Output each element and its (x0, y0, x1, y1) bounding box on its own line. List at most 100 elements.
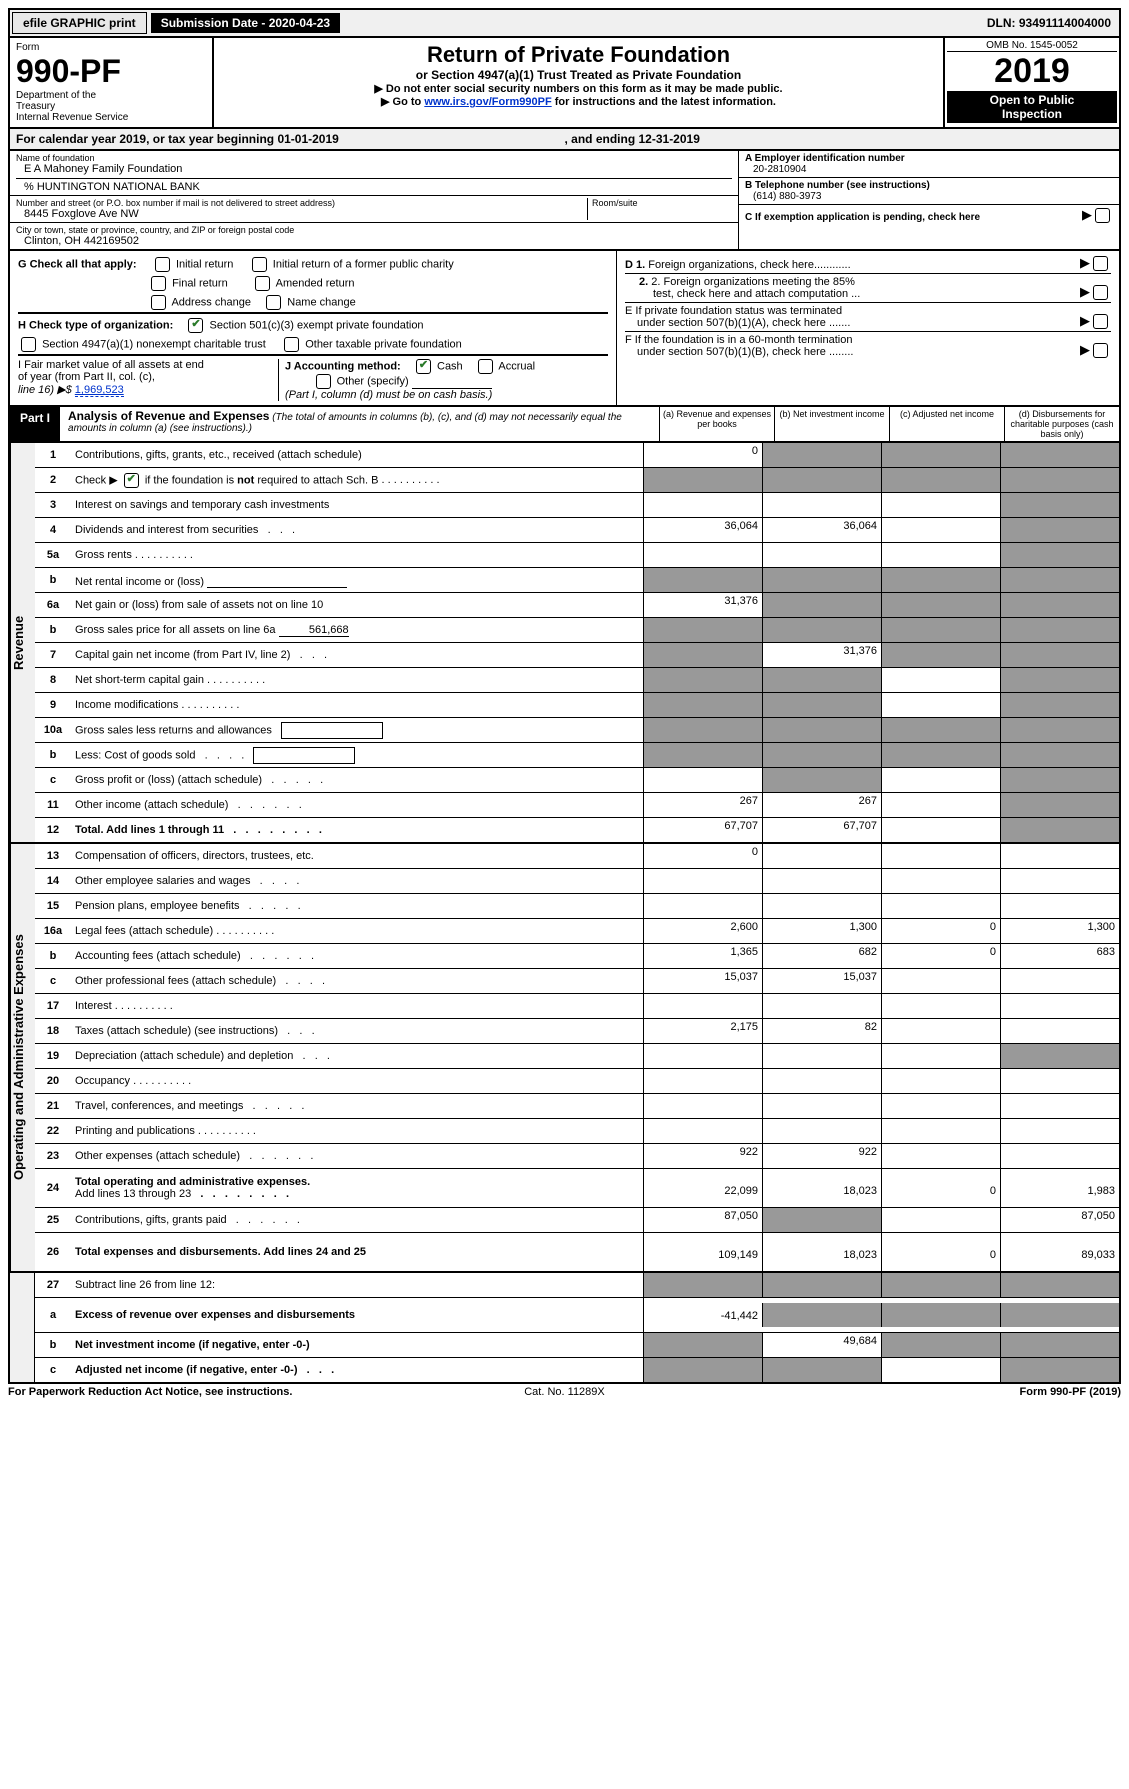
city-label: City or town, state or province, country… (16, 225, 732, 235)
table-row: 6aNet gain or (loss) from sale of assets… (35, 593, 1119, 618)
j-label: J Accounting method: (285, 360, 401, 372)
instr-2b: for instructions and the latest informat… (555, 96, 776, 108)
table-row: bNet rental income or (loss) (35, 568, 1119, 593)
foundation-name: E A Mahoney Family Foundation (16, 163, 732, 175)
table-row: 20Occupancy (35, 1069, 1119, 1094)
gross-sales-input[interactable] (281, 722, 383, 739)
501c3-checkbox[interactable] (188, 318, 203, 333)
entity-block: Name of foundation E A Mahoney Family Fo… (8, 151, 1121, 251)
name-change-label: Name change (287, 296, 356, 308)
table-row: bGross sales price for all assets on lin… (35, 618, 1119, 643)
d2-checkbox[interactable] (1093, 285, 1108, 300)
table-row: 9Income modifications (35, 693, 1119, 718)
name-change-checkbox[interactable] (266, 295, 281, 310)
revenue-side-label: Revenue (10, 443, 35, 842)
i-label-1: I Fair market value of all assets at end (18, 359, 278, 371)
phone-value: (614) 880-3973 (745, 191, 821, 202)
instr-2a: ▶ Go to (381, 96, 424, 108)
other-method-label: Other (specify) (337, 375, 409, 387)
tax-year: 2019 (947, 52, 1117, 91)
table-row: 12Total. Add lines 1 through 11 . . . . … (35, 818, 1119, 842)
initial-return-checkbox[interactable] (155, 257, 170, 272)
table-row: 7Capital gain net income (from Part IV, … (35, 643, 1119, 668)
form-word: Form (16, 42, 206, 53)
final-return-checkbox[interactable] (151, 276, 166, 291)
table-row: bNet investment income (if negative, ent… (35, 1333, 1119, 1358)
accrual-checkbox[interactable] (478, 359, 493, 374)
c-checkbox[interactable] (1095, 208, 1110, 223)
header-left: Form 990-PF Department of the Treasury I… (10, 38, 214, 127)
table-row: 8Net short-term capital gain (35, 668, 1119, 693)
table-row: 10aGross sales less returns and allowanc… (35, 718, 1119, 743)
phone-cell: B Telephone number (see instructions) (6… (739, 178, 1119, 205)
form-title: Return of Private Foundation (220, 42, 937, 68)
arrow-icon: ▶ (1080, 342, 1090, 358)
cash-checkbox[interactable] (416, 359, 431, 374)
ij-row: I Fair market value of all assets at end… (18, 354, 608, 401)
j-row-2: Other (specify) (285, 374, 608, 389)
name-cell: Name of foundation E A Mahoney Family Fo… (10, 151, 738, 196)
footer: For Paperwork Reduction Act Notice, see … (8, 1384, 1121, 1398)
other-specify-input[interactable] (412, 374, 492, 389)
ein-cell: A Employer identification number 20-2810… (739, 151, 1119, 178)
table-row: 24Total operating and administrative exp… (35, 1169, 1119, 1208)
table-row: 26Total expenses and disbursements. Add … (35, 1233, 1119, 1271)
table-row: cAdjusted net income (if negative, enter… (35, 1358, 1119, 1382)
table-row: 11Other income (attach schedule) . . . .… (35, 793, 1119, 818)
amended-return-checkbox[interactable] (255, 276, 270, 291)
efile-print-btn[interactable]: efile GRAPHIC print (12, 12, 147, 34)
col-c-head: (c) Adjusted net income (890, 407, 1005, 441)
revenue-table: Revenue 1Contributions, gifts, grants, e… (8, 443, 1121, 844)
table-row: aExcess of revenue over expenses and dis… (35, 1298, 1119, 1333)
omb-number: OMB No. 1545-0052 (947, 40, 1117, 52)
table-row: 19Depreciation (attach schedule) and dep… (35, 1044, 1119, 1069)
form-number: 990-PF (16, 53, 206, 90)
form-url-link[interactable]: www.irs.gov/Form990PF (424, 96, 551, 108)
other-method-checkbox[interactable] (316, 374, 331, 389)
f-checkbox[interactable] (1093, 343, 1108, 358)
arrow-icon: ▶ (1080, 284, 1090, 300)
part-1-desc: Analysis of Revenue and Expenses (The to… (60, 407, 660, 441)
part-1-header: Part I Analysis of Revenue and Expenses … (8, 405, 1121, 443)
city-cell: City or town, state or province, country… (10, 223, 738, 249)
col-b-head: (b) Net investment income (775, 407, 890, 441)
initial-pub-checkbox[interactable] (252, 257, 267, 272)
col-d-head: (d) Disbursements for charitable purpose… (1005, 407, 1119, 441)
c-label: C If exemption application is pending, c… (745, 212, 1082, 223)
gross-sales-value: 561,668 (279, 624, 349, 637)
table-row: 18Taxes (attach schedule) (see instructi… (35, 1019, 1119, 1044)
4947-checkbox[interactable] (21, 337, 36, 352)
d1-checkbox[interactable] (1093, 256, 1108, 271)
table-row: 4Dividends and interest from securities … (35, 518, 1119, 543)
e-row: E If private foundation status was termi… (625, 303, 1111, 332)
sch-b-checkbox[interactable] (124, 473, 139, 488)
e-checkbox[interactable] (1093, 314, 1108, 329)
table-row: 3Interest on savings and temporary cash … (35, 493, 1119, 518)
dept-3: Internal Revenue Service (16, 112, 206, 123)
table-row: 27Subtract line 26 from line 12: (35, 1273, 1119, 1298)
h-row-2: Section 4947(a)(1) nonexempt charitable … (18, 335, 608, 354)
fmv-amount-link[interactable]: 1,969,523 (75, 384, 124, 397)
table-row: 5aGross rents (35, 543, 1119, 568)
cogs-input[interactable] (253, 747, 355, 764)
expenses-side-label: Operating and Administrative Expenses (10, 844, 35, 1271)
initial-pub-label: Initial return of a former public charit… (273, 258, 454, 270)
amended-return-label: Amended return (276, 277, 355, 289)
header-right: OMB No. 1545-0052 2019 Open to Public In… (943, 38, 1119, 127)
table-row: 22Printing and publications (35, 1119, 1119, 1144)
f-row: F If the foundation is in a 60-month ter… (625, 332, 1111, 360)
cal-begin: For calendar year 2019, or tax year begi… (16, 132, 565, 146)
net-rental-input[interactable] (207, 573, 347, 588)
j-row-1: J Accounting method: Cash Accrual (285, 359, 608, 374)
other-taxable-checkbox[interactable] (284, 337, 299, 352)
address-cell: Number and street (or P.O. box number if… (10, 196, 738, 223)
address-change-checkbox[interactable] (151, 295, 166, 310)
address-change-label: Address change (171, 296, 251, 308)
table-row: 17Interest (35, 994, 1119, 1019)
cal-end: , and ending 12-31-2019 (565, 132, 1114, 146)
accrual-label: Accrual (498, 360, 535, 372)
initial-return-label: Initial return (176, 258, 233, 270)
i-label-2: of year (from Part II, col. (c), (18, 371, 278, 383)
table-row: cGross profit or (loss) (attach schedule… (35, 768, 1119, 793)
arrow-icon: ▶ (1080, 255, 1090, 271)
